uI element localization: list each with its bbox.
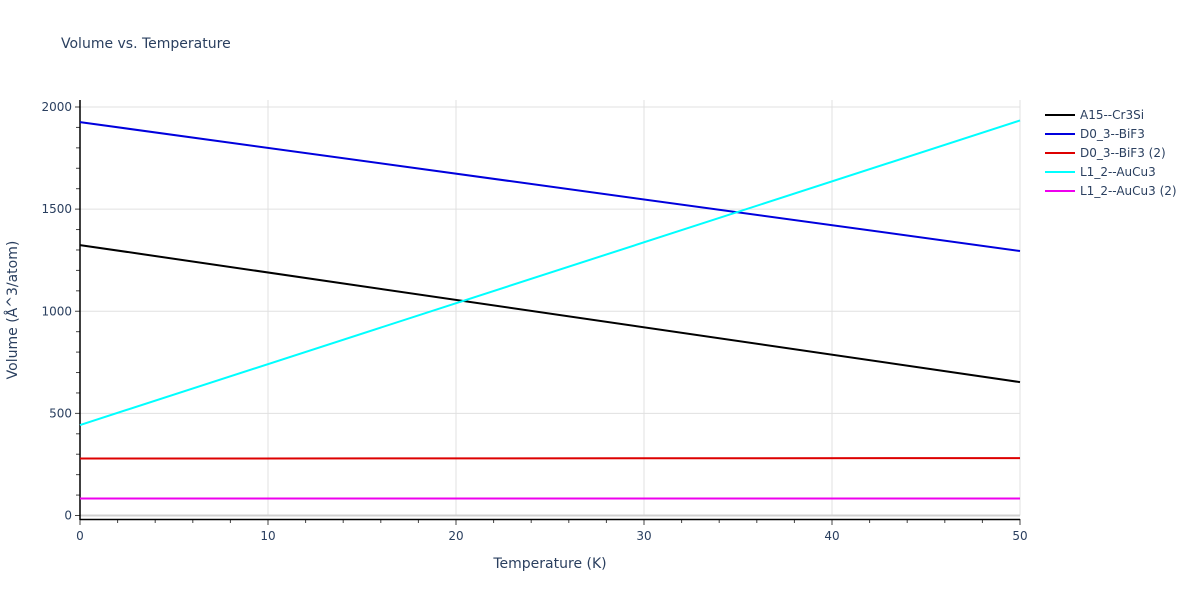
y-tick-label: 1500 — [41, 202, 72, 216]
legend-item[interactable]: D0_3--BiF3 — [1045, 127, 1145, 141]
legend-label: L1_2--AuCu3 (2) — [1080, 184, 1177, 198]
y-tick-label: 0 — [64, 509, 72, 523]
y-tick-label: 500 — [49, 406, 72, 420]
legend-item[interactable]: L1_2--AuCu3 (2) — [1045, 184, 1177, 198]
y-axis-title: Volume (Å^3/atom) — [4, 241, 21, 380]
series-line — [79, 244, 1021, 384]
x-tick-label: 40 — [824, 529, 839, 543]
legend-item[interactable]: A15--Cr3Si — [1045, 108, 1144, 122]
x-tick-label: 10 — [260, 529, 275, 543]
axes — [75, 100, 1021, 525]
x-tick-label: 20 — [448, 529, 463, 543]
legend-label: D0_3--BiF3 (2) — [1080, 146, 1166, 160]
legend-label: L1_2--AuCu3 — [1080, 165, 1156, 179]
y-tick-label: 1000 — [41, 304, 72, 318]
legend-label: D0_3--BiF3 — [1080, 127, 1145, 141]
legend: A15--Cr3Si D0_3--BiF3 D0_3--BiF3 (2) L1_2--… — [1045, 108, 1177, 198]
series-line — [79, 119, 1021, 426]
legend-item[interactable]: D0_3--BiF3 (2) — [1045, 146, 1166, 160]
gridlines — [80, 100, 1021, 517]
legend-item[interactable]: L1_2--AuCu3 — [1045, 165, 1156, 179]
x-tick-label: 50 — [1012, 529, 1027, 543]
chart-title: Volume vs. Temperature — [61, 36, 231, 52]
series-line — [79, 121, 1021, 252]
x-tick-label: 30 — [636, 529, 651, 543]
legend-label: A15--Cr3Si — [1080, 108, 1144, 122]
y-tick-label: 2000 — [41, 100, 72, 114]
series-lines — [79, 119, 1021, 500]
x-axis-title: Temperature (K) — [492, 556, 606, 572]
x-tick-label: 0 — [76, 529, 84, 543]
